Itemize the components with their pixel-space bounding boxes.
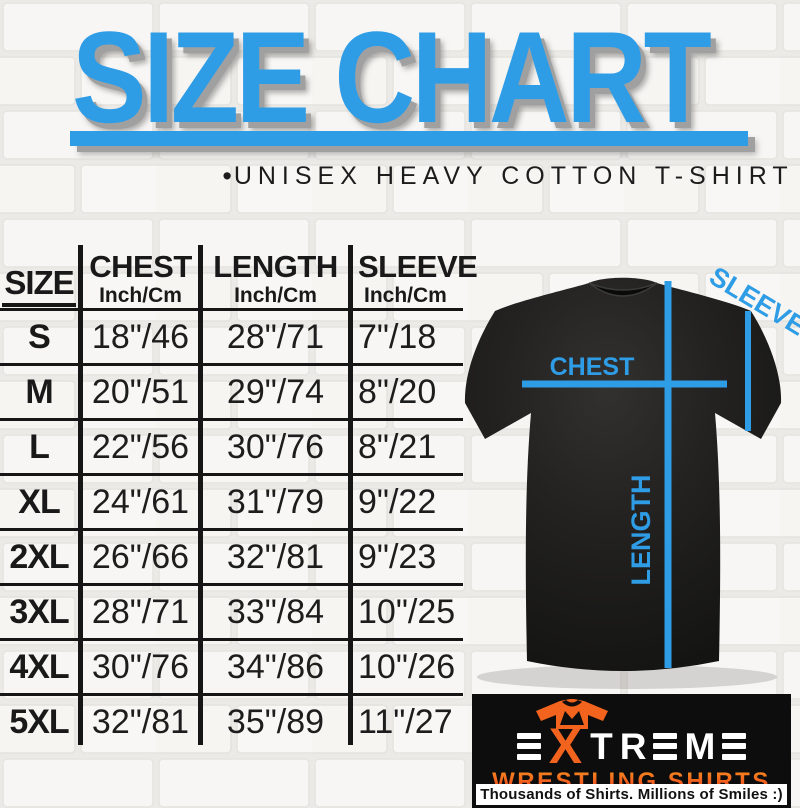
length-cell: 31"/79 bbox=[226, 482, 325, 521]
shirt-shadow bbox=[477, 665, 777, 689]
chest-cell: 30"/76 bbox=[91, 647, 190, 686]
table-row: 5XL 32"/81 35"/89 11"/27 bbox=[0, 693, 463, 748]
table-row: 4XL 30"/76 34"/86 10"/26 bbox=[0, 638, 463, 693]
brand-letter: R bbox=[619, 725, 647, 767]
table-row: M 20"/51 29"/74 8"/20 bbox=[0, 363, 463, 418]
header-sleeve: SLEEVE Inch/Cm bbox=[358, 249, 478, 307]
brand-letter-e bbox=[516, 732, 541, 760]
chest-cell: 28"/71 bbox=[91, 592, 190, 631]
size-cell: S bbox=[28, 317, 51, 356]
page-title: SIZE CHART bbox=[72, 4, 712, 150]
sleeve-cell: 8"/21 bbox=[358, 427, 437, 466]
sleeve-cell: 11"/27 bbox=[358, 702, 453, 741]
table-divider bbox=[78, 245, 83, 745]
length-cell: 30"/76 bbox=[226, 427, 325, 466]
table-row: 3XL 28"/71 33"/84 10"/25 bbox=[0, 583, 463, 638]
table-row: XL 24"/61 31"/79 9"/22 bbox=[0, 473, 463, 528]
chest-cell: 26"/66 bbox=[91, 537, 190, 576]
subtitle: •UNISEX HEAVY COTTON T-SHIRT bbox=[220, 161, 796, 192]
chest-label: CHEST bbox=[550, 353, 635, 381]
sleeve-cell: 7"/18 bbox=[358, 317, 437, 356]
table-row: S 18"/46 28"/71 7"/18 bbox=[0, 308, 463, 363]
table-divider bbox=[198, 245, 203, 745]
chest-cell: 18"/46 bbox=[91, 317, 190, 356]
brand-letter: M bbox=[684, 725, 716, 767]
length-cell: 28"/71 bbox=[226, 317, 325, 356]
brand-tagline: Thousands of Shirts. Millions of Smiles … bbox=[476, 784, 787, 805]
tshirt-body bbox=[464, 277, 782, 671]
length-cell: 35"/89 bbox=[226, 702, 325, 741]
sleeve-cell: 9"/23 bbox=[358, 537, 437, 576]
size-cell: 4XL bbox=[9, 647, 69, 686]
unit-label: Inch/Cm bbox=[364, 284, 447, 307]
size-cell: 3XL bbox=[9, 592, 69, 631]
length-label: LENGTH bbox=[626, 475, 656, 586]
sleeve-cell: 9"/22 bbox=[358, 482, 437, 521]
brand-letter: T bbox=[590, 725, 613, 767]
length-cell: 29"/74 bbox=[226, 372, 325, 411]
size-cell: M bbox=[25, 372, 53, 411]
size-cell: 5XL bbox=[9, 702, 69, 741]
tshirt-icon bbox=[536, 699, 608, 729]
size-cell: XL bbox=[18, 482, 60, 521]
size-table: SIZE CHEST Inch/Cm LENGTH Inch/Cm SLEEVE… bbox=[0, 245, 478, 748]
tshirt-diagram: CHEST LENGTH SLEEVE bbox=[464, 261, 800, 689]
unit-label: Inch/Cm bbox=[99, 284, 182, 307]
sleeve-cell: 10"/25 bbox=[358, 592, 456, 631]
sleeve-cell: 10"/26 bbox=[358, 647, 456, 686]
sleeve-cell: 8"/20 bbox=[358, 372, 437, 411]
table-row: L 22"/56 30"/76 8"/21 bbox=[0, 418, 463, 473]
title-underline bbox=[70, 131, 748, 146]
length-cell: 34"/86 bbox=[226, 647, 325, 686]
header-length: LENGTH Inch/Cm bbox=[213, 249, 338, 307]
chest-cell: 24"/61 bbox=[91, 482, 190, 521]
table-divider bbox=[348, 245, 353, 745]
table-row: 2XL 26"/66 32"/81 9"/23 bbox=[0, 528, 463, 583]
header-size: SIZE bbox=[0, 245, 78, 308]
brand-letter: X bbox=[548, 718, 583, 774]
chest-cell: 22"/56 bbox=[91, 427, 190, 466]
size-cell: L bbox=[29, 427, 50, 466]
size-cell: 2XL bbox=[9, 537, 69, 576]
chest-cell: 20"/51 bbox=[91, 372, 190, 411]
bullet-icon: • bbox=[222, 161, 234, 191]
chest-cell: 32"/81 bbox=[91, 702, 190, 741]
collar bbox=[588, 282, 658, 297]
header-chest: CHEST Inch/Cm bbox=[89, 249, 192, 307]
brand-letter-e bbox=[722, 732, 747, 760]
brand-letter-e bbox=[653, 732, 678, 760]
length-cell: 32"/81 bbox=[226, 537, 325, 576]
unit-label: Inch/Cm bbox=[234, 284, 317, 307]
length-cell: 33"/84 bbox=[226, 592, 325, 631]
table-header-row: SIZE CHEST Inch/Cm LENGTH Inch/Cm SLEEVE… bbox=[0, 245, 478, 308]
subtitle-text: UNISEX HEAVY COTTON T-SHIRT bbox=[233, 162, 794, 190]
